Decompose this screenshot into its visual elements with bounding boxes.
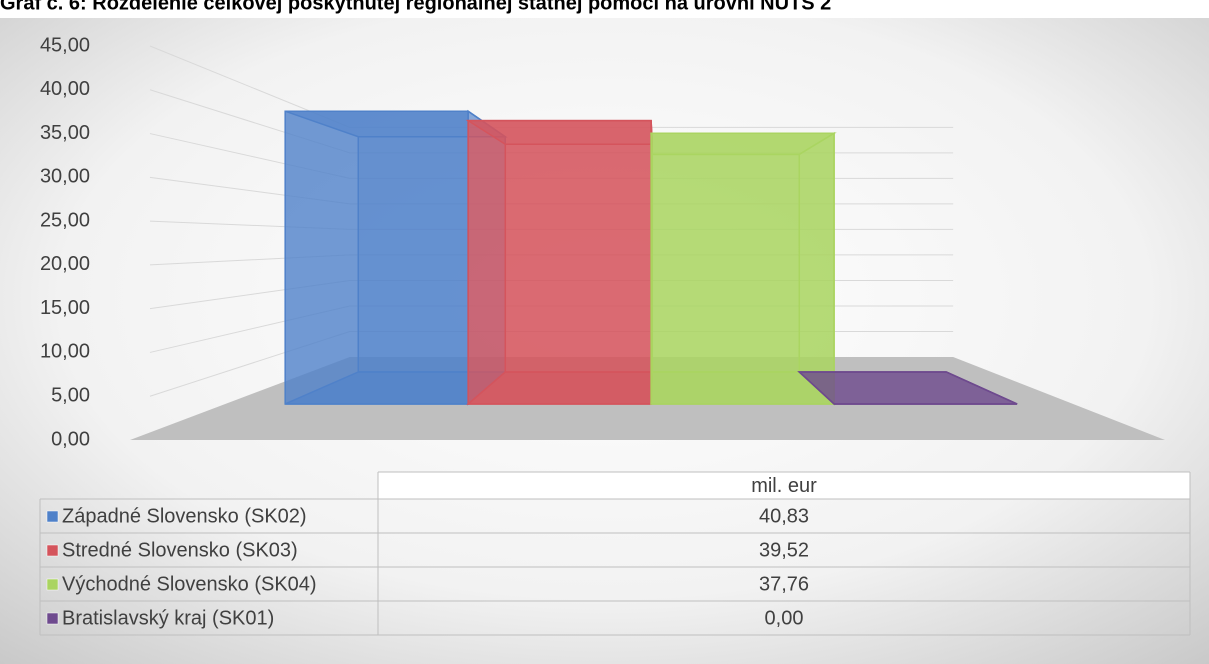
legend-swatch [46,612,59,625]
legend-label: Východné Slovensko (SK04) [62,573,317,595]
chart-title: Graf č. 6: Rozdelenie celkovej poskytnut… [0,0,831,14]
y-tick-label: 45,00 [40,34,90,56]
legend-label: Bratislavský kraj (SK01) [62,607,274,629]
legend-label: Stredné Slovensko (SK03) [62,539,298,561]
y-tick-label: 20,00 [40,253,90,275]
table-value: 0,00 [765,607,804,629]
table-value: 39,52 [759,539,809,561]
y-tick-label: 15,00 [40,297,90,319]
y-tick-label: 40,00 [40,78,90,100]
legend-label: Západné Slovensko (SK02) [62,505,307,527]
legend-swatch [46,544,59,557]
bar-front [284,110,469,405]
plot: 0,00 5,00 10,00 15,00 20,00 25,00 30,00 35,00 40… [40,34,1165,450]
bar [650,131,837,406]
y-tick-label: 25,00 [40,209,90,231]
bar [797,371,1018,405]
table-cell [378,472,1190,499]
y-tick-label: 10,00 [40,341,90,363]
legend-swatch [46,578,59,591]
data-table: mil. eur Západné Slovensko (SK02) 40,83 Str… [39,471,1191,636]
bar-front [650,132,835,405]
y-tick-label: 5,00 [51,385,90,407]
table-value: 37,76 [759,573,809,595]
table-header: mil. eur [751,475,817,497]
legend-swatch [46,510,59,523]
y-tick-label: 30,00 [40,166,90,188]
y-tick-label: 35,00 [40,122,90,144]
bar-front [467,119,652,405]
y-tick-label: 0,00 [51,428,90,450]
bar [465,119,654,405]
title-band [0,0,1209,18]
bar-side [945,371,1018,405]
table-value: 40,83 [759,505,809,527]
